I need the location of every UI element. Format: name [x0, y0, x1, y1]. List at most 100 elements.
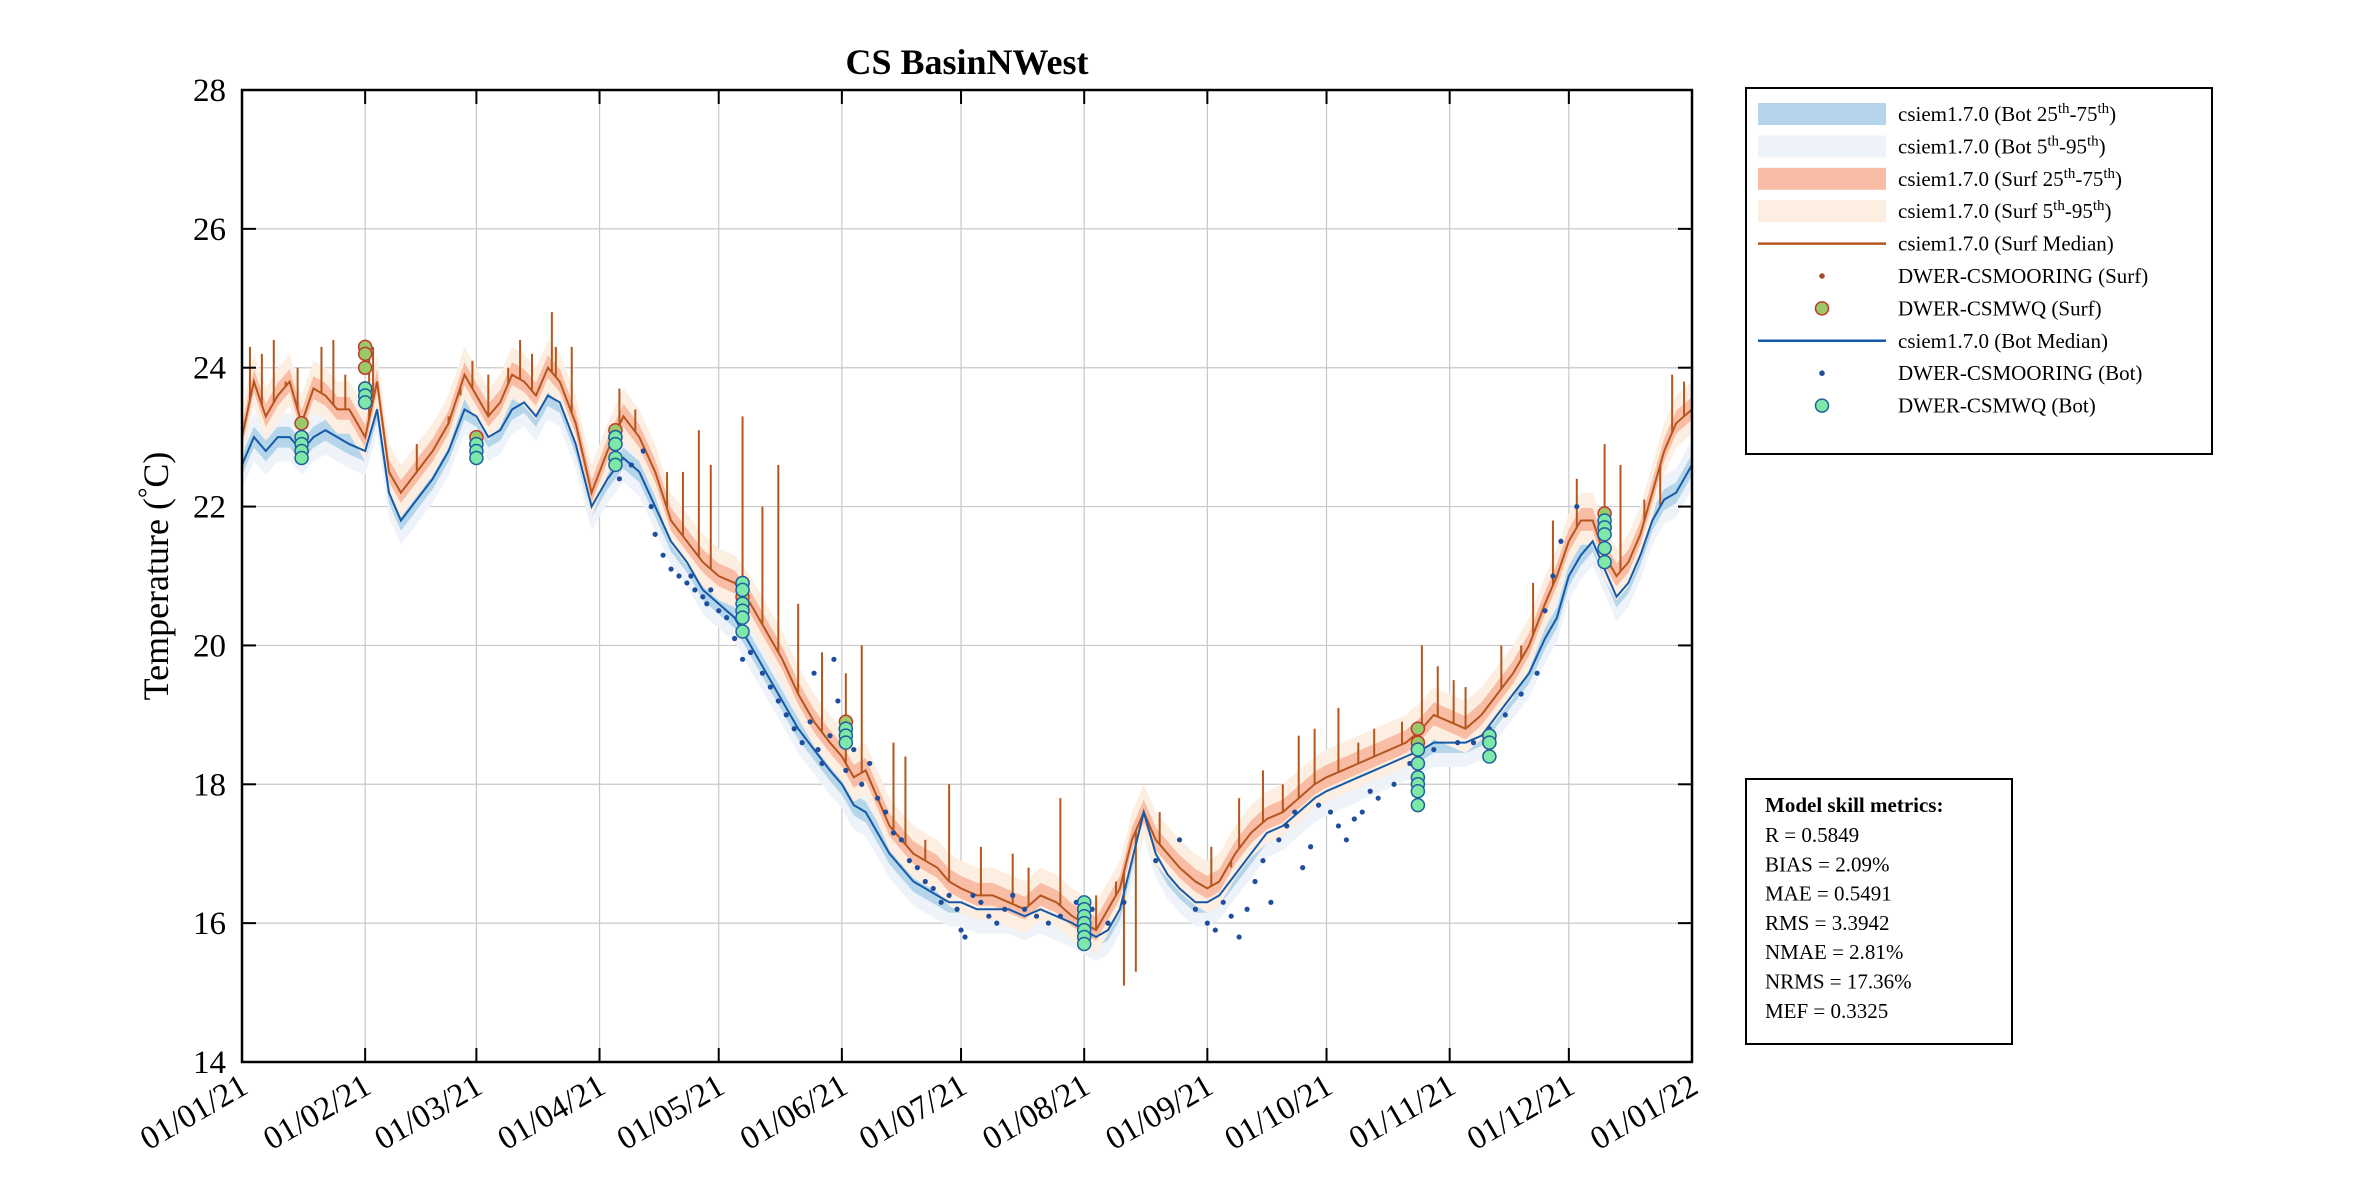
mooring-bot-point [628, 462, 634, 468]
metrics-line: RMS = 3.3942 [1765, 911, 1889, 935]
mooring-bot-point [1121, 899, 1127, 905]
legend: csiem1.7.0 (Bot 25th-75th) csiem1.7.0 (Bo… [1745, 87, 2213, 455]
mooring-bot-point [1033, 913, 1040, 919]
wq-surf-point [357, 346, 373, 362]
mooring-bot-point [1431, 746, 1437, 753]
wq-bot-point [469, 450, 484, 466]
mooring-bot-point [1192, 906, 1199, 912]
mooring-bot-point [1002, 906, 1008, 912]
legend-swatch-mooring-surf [1819, 273, 1825, 279]
mooring-bot-point [1244, 906, 1250, 912]
metrics-title: Model skill metrics: [1765, 793, 1943, 817]
mooring-bot-point [914, 865, 920, 871]
mooring-bot-point [930, 885, 936, 892]
mooring-bot-point [1391, 781, 1397, 787]
mooring-bot-point [1351, 816, 1357, 822]
y-tick-label: 20 [193, 628, 226, 664]
metrics-box: Model skill metrics: R = 0.5849 BIAS = 2.… [1745, 778, 2013, 1045]
y-tick-label: 22 [193, 490, 226, 526]
mooring-bot-point [1343, 837, 1349, 843]
wq-surf-point [1410, 721, 1426, 736]
surf-median-line [241, 365, 1693, 932]
mooring-bot-point [708, 587, 714, 593]
legend-label-bot-band-25-75: csiem1.7.0 (Bot 25th-75th) [1898, 101, 2116, 126]
wq-surf-point [357, 360, 373, 375]
mooring-bot-point [759, 670, 766, 676]
mooring-bot-point [1574, 503, 1580, 510]
mooring-bot-point [1252, 878, 1258, 885]
legend-swatch-bot-band-25-75 [1758, 103, 1886, 125]
mooring-bot-point [716, 608, 722, 614]
wq-bot-point [1597, 540, 1612, 556]
y-tick-label: 26 [193, 212, 226, 248]
mooring-bot-point [1284, 823, 1290, 829]
legend-label-bot-band-5-95: csiem1.7.0 (Bot 5th-95th) [1898, 133, 2106, 158]
y-tick-label: 14 [193, 1045, 226, 1081]
legend-label-mooring-bot: DWER-CSMOORING (Bot) [1898, 361, 2142, 385]
wq-bot-point [735, 582, 750, 598]
mooring-bot-point [1010, 892, 1016, 898]
mooring-bot-point [1228, 913, 1234, 919]
metrics-line: NRMS = 17.36% [1765, 970, 1912, 994]
legend-swatch-surf-band-25-75 [1758, 167, 1886, 190]
mooring-bot-point [1470, 740, 1477, 746]
mooring-bot-point [1300, 865, 1306, 871]
mooring-bot-point [747, 649, 754, 655]
y-tick-label: 16 [193, 906, 226, 942]
mooring-bot-point [1212, 927, 1218, 933]
wq-bot-point [608, 457, 623, 473]
chart-title: CS BasinNWest [845, 42, 1088, 82]
wq-bot-point [1410, 756, 1426, 771]
mooring-bot-point [958, 927, 964, 933]
legend-label-wq-bot: DWER-CSMWQ (Bot) [1898, 394, 2096, 418]
legend-swatch-wq-surf [1814, 301, 1830, 316]
mooring-bot-point [978, 899, 984, 905]
mooring-bot-point [1153, 858, 1159, 864]
wq-bot-point [1076, 936, 1092, 952]
mooring-bot-point [815, 746, 821, 753]
mooring-bot-point [1375, 795, 1381, 801]
metrics-line: MEF = 0.3325 [1765, 999, 1888, 1023]
mooring-bot-point [799, 740, 805, 746]
mooring-bot-point [831, 656, 837, 662]
mooring-bot-point [970, 892, 976, 898]
mooring-bot-point [1292, 809, 1298, 815]
degree-symbol: ° [133, 488, 162, 498]
wq-bot-point [1410, 783, 1426, 799]
mooring-bot-point [1550, 573, 1556, 579]
mooring-bot-point [652, 531, 658, 537]
wq-bot-point [357, 395, 373, 410]
mooring-bot-point [684, 580, 690, 586]
mooring-bot-point [835, 698, 841, 704]
legend-label-surf-band-5-95: csiem1.7.0 (Surf 5th-95th) [1898, 198, 2112, 223]
mooring-bot-point [1204, 920, 1210, 926]
mooring-bot-point [906, 858, 912, 864]
y-tick-label: 18 [193, 767, 226, 803]
metrics-line: MAE = 0.5491 [1765, 882, 1892, 906]
wq-surf-point [294, 416, 309, 431]
mooring-bot-point [922, 878, 928, 885]
mooring-bot-point [676, 573, 682, 579]
mooring-bot-point [648, 503, 654, 510]
mooring-bot-point [783, 712, 789, 718]
mooring-bot-point [962, 934, 968, 940]
mooring-bot-point [767, 684, 773, 690]
legend-swatch-mooring-bot [1819, 370, 1825, 377]
mooring-bot-point [1045, 920, 1052, 926]
mooring-bot-point [994, 920, 1000, 926]
y-tick-label: 24 [193, 351, 226, 387]
plot-frame [240, 88, 1694, 1064]
mooring-bot-point [1502, 712, 1508, 718]
mooring-bot-point [819, 760, 825, 767]
wq-bot-point [838, 735, 854, 750]
mooring-bot-point [668, 566, 674, 572]
y-axis-label-suffix: C) [136, 452, 176, 488]
legend-label-surf-median: csiem1.7.0 (Surf Median) [1898, 232, 2114, 256]
mooring-bot-point [986, 913, 992, 919]
mooring-bot-point [882, 809, 889, 815]
mooring-bot-point [724, 615, 730, 621]
mooring-bot-point [811, 670, 817, 676]
mooring-bot-point [1335, 823, 1342, 829]
mooring-bot-point [1176, 837, 1183, 843]
